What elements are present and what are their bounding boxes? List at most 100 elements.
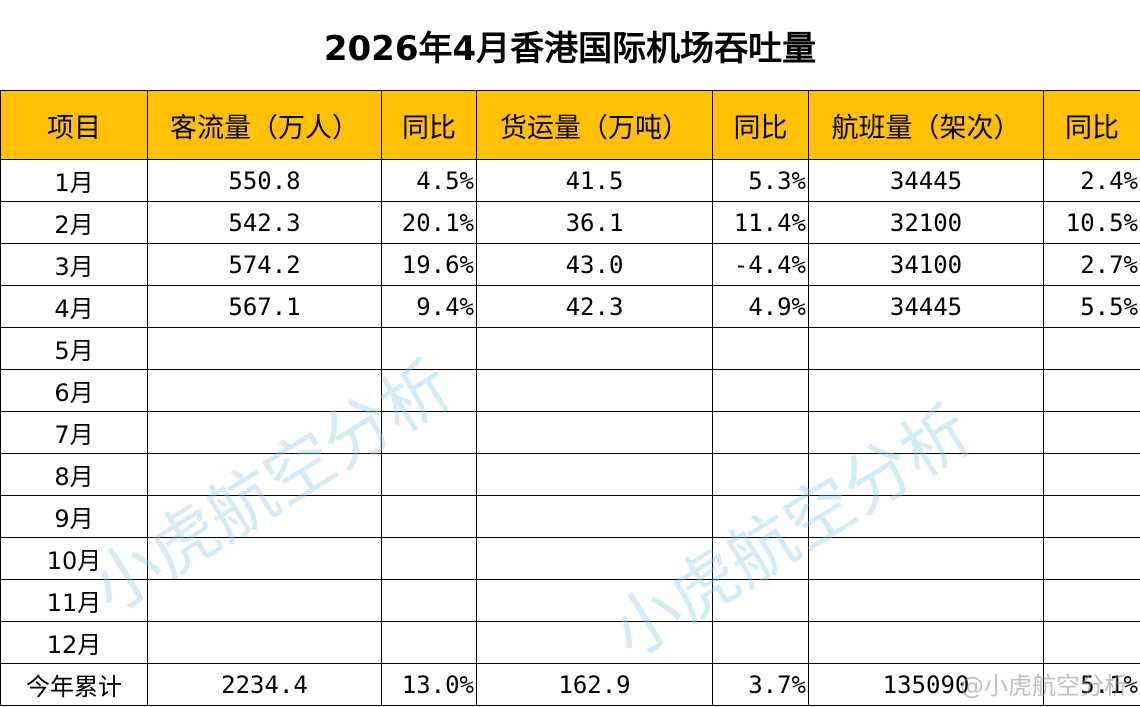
passengers-yoy-cell	[381, 453, 477, 496]
header-row: 项目 客流量（万人） 同比 货运量（万吨） 同比 航班量（架次） 同比	[0, 90, 1140, 160]
month-cell: 8月	[0, 453, 148, 496]
cargo-yoy-cell	[712, 495, 809, 538]
cargo-yoy-cell	[712, 369, 809, 412]
passengers-cell	[147, 621, 382, 664]
table-row: 6月	[0, 369, 1140, 412]
flights-yoy-cell	[1043, 621, 1140, 664]
cargo-yoy-cell: 11.4%	[712, 201, 809, 244]
flights-yoy-cell: 2.4%	[1043, 159, 1140, 202]
passengers-cell	[147, 495, 382, 538]
flights-yoy-cell	[1043, 579, 1140, 622]
cargo-cell	[476, 453, 713, 496]
cargo-cell	[476, 621, 713, 664]
table-row: 12月	[0, 621, 1140, 664]
flights-cell	[808, 411, 1044, 454]
table-row: 10月	[0, 537, 1140, 580]
throughput-table: 项目 客流量（万人） 同比 货运量（万吨） 同比 航班量（架次） 同比 1月 55…	[0, 90, 1140, 706]
header-flights-yoy: 同比	[1043, 90, 1140, 160]
flights-yoy-cell: 2.7%	[1043, 243, 1140, 286]
table-row: 7月	[0, 411, 1140, 454]
table-row: 5月	[0, 327, 1140, 370]
cargo-yoy-cell	[712, 537, 809, 580]
cargo-cell: 43.0	[476, 243, 713, 286]
month-cell: 3月	[0, 243, 148, 286]
month-cell: 5月	[0, 327, 148, 370]
header-flights: 航班量（架次）	[808, 90, 1044, 160]
cargo-yoy-cell	[712, 327, 809, 370]
cargo-cell	[476, 537, 713, 580]
passengers-cell	[147, 327, 382, 370]
flights-cell	[808, 327, 1044, 370]
flights-yoy-cell: 5.1%	[1043, 663, 1140, 706]
cargo-cell: 36.1	[476, 201, 713, 244]
flights-cell: 32100	[808, 201, 1044, 244]
header-passengers-yoy: 同比	[381, 90, 477, 160]
passengers-cell: 542.3	[147, 201, 382, 244]
table-row: 3月 574.2 19.6% 43.0 -4.4% 34100 2.7%	[0, 243, 1140, 286]
month-cell: 6月	[0, 369, 148, 412]
table-row: 4月 567.1 9.4% 42.3 4.9% 34445 5.5%	[0, 285, 1140, 328]
cargo-cell	[476, 495, 713, 538]
passengers-cell: 574.2	[147, 243, 382, 286]
flights-cell: 135090	[808, 663, 1044, 706]
passengers-yoy-cell: 4.5%	[381, 159, 477, 202]
month-cell: 11月	[0, 579, 148, 622]
header-item: 项目	[0, 90, 148, 160]
flights-yoy-cell	[1043, 537, 1140, 580]
month-cell: 7月	[0, 411, 148, 454]
table-row: 8月	[0, 453, 1140, 496]
passengers-yoy-cell	[381, 495, 477, 538]
table-row: 9月	[0, 495, 1140, 538]
passengers-cell: 567.1	[147, 285, 382, 328]
flights-cell	[808, 453, 1044, 496]
passengers-yoy-cell: 19.6%	[381, 243, 477, 286]
month-cell: 今年累计	[0, 663, 148, 706]
cargo-cell	[476, 369, 713, 412]
passengers-yoy-cell: 9.4%	[381, 285, 477, 328]
table-row: 1月 550.8 4.5% 41.5 5.3% 34445 2.4%	[0, 159, 1140, 202]
cargo-cell: 42.3	[476, 285, 713, 328]
cargo-cell	[476, 327, 713, 370]
table-row: 11月	[0, 579, 1140, 622]
passengers-yoy-cell	[381, 621, 477, 664]
cargo-yoy-cell: 5.3%	[712, 159, 809, 202]
passengers-cell	[147, 453, 382, 496]
month-cell: 4月	[0, 285, 148, 328]
flights-yoy-cell	[1043, 327, 1140, 370]
cargo-yoy-cell	[712, 411, 809, 454]
cargo-yoy-cell	[712, 579, 809, 622]
flights-cell: 34100	[808, 243, 1044, 286]
passengers-yoy-cell	[381, 579, 477, 622]
flights-cell	[808, 621, 1044, 664]
flights-yoy-cell	[1043, 369, 1140, 412]
month-cell: 9月	[0, 495, 148, 538]
total-row: 今年累计 2234.4 13.0% 162.9 3.7% 135090 5.1%	[0, 663, 1140, 706]
flights-cell	[808, 369, 1044, 412]
passengers-cell: 2234.4	[147, 663, 382, 706]
passengers-yoy-cell	[381, 411, 477, 454]
cargo-yoy-cell: 4.9%	[712, 285, 809, 328]
flights-cell	[808, 579, 1044, 622]
cargo-yoy-cell: -4.4%	[712, 243, 809, 286]
header-cargo-yoy: 同比	[712, 90, 809, 160]
month-cell: 10月	[0, 537, 148, 580]
passengers-yoy-cell	[381, 537, 477, 580]
flights-cell: 34445	[808, 285, 1044, 328]
month-cell: 2月	[0, 201, 148, 244]
passengers-cell	[147, 369, 382, 412]
cargo-yoy-cell	[712, 621, 809, 664]
flights-yoy-cell	[1043, 495, 1140, 538]
month-cell: 1月	[0, 159, 148, 202]
month-cell: 12月	[0, 621, 148, 664]
cargo-yoy-cell	[712, 453, 809, 496]
cargo-yoy-cell: 3.7%	[712, 663, 809, 706]
flights-cell: 34445	[808, 159, 1044, 202]
cargo-cell: 41.5	[476, 159, 713, 202]
passengers-cell	[147, 411, 382, 454]
cargo-cell	[476, 411, 713, 454]
flights-yoy-cell: 5.5%	[1043, 285, 1140, 328]
passengers-yoy-cell: 13.0%	[381, 663, 477, 706]
page-title: 2026年4月香港国际机场吞吐量	[323, 28, 817, 69]
cargo-cell: 162.9	[476, 663, 713, 706]
table-row: 2月 542.3 20.1% 36.1 11.4% 32100 10.5%	[0, 201, 1140, 244]
